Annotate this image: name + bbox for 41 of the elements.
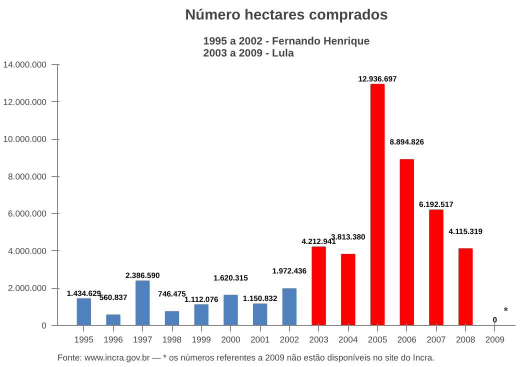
- x-tick-label: 2006: [397, 334, 417, 344]
- chart-subtitle: 1995 a 2002 - Fernando Henrique 2003 a 2009 - Lula: [203, 36, 370, 60]
- x-tick-label: 2008: [456, 334, 476, 344]
- x-tick-label: 1998: [162, 334, 182, 344]
- x-tick-label: 2001: [250, 334, 270, 344]
- x-tick-label: 1999: [192, 334, 212, 344]
- bar: [164, 311, 180, 326]
- y-tick-label: 10.000.000: [3, 134, 47, 144]
- y-tick-label: 2.000.000: [8, 283, 47, 294]
- bar: [224, 294, 238, 326]
- x-tick-label: 2005: [368, 334, 388, 344]
- x-tick-label: 2009: [485, 334, 505, 344]
- y-tick-label: 4.000.000: [8, 246, 47, 256]
- bar: [400, 159, 414, 326]
- chart-title: Número hectares comprados: [185, 8, 388, 24]
- bar: [194, 304, 208, 326]
- x-tick-label: 2004: [338, 334, 358, 344]
- x-tick-label: 2003: [309, 334, 329, 344]
- bar: [136, 280, 150, 326]
- bar: [341, 254, 356, 326]
- bar: [282, 288, 297, 326]
- y-tick-label: 0: [42, 320, 47, 330]
- bar: [429, 210, 444, 326]
- y-tick-label: 6.000.000: [8, 208, 47, 219]
- x-tick-label: 1995: [74, 334, 94, 344]
- x-tick-label: 2002: [280, 334, 300, 344]
- bar: [458, 248, 473, 326]
- x-tick-label: 1997: [133, 334, 152, 344]
- bar: [76, 298, 92, 326]
- y-tick-label: 14.000.000: [3, 60, 47, 70]
- y-tick-label: 8.000.000: [8, 171, 47, 182]
- annotation: *: [504, 306, 509, 318]
- y-tick-label: 12.000.000: [3, 96, 47, 107]
- source-note: Fonte: www.incra.gov.br — * os números referentes a 2009 não estão disponíveis no site do Incra.: [58, 352, 435, 362]
- bar: [312, 246, 326, 326]
- bar: [370, 84, 385, 326]
- x-tick-label: 2000: [221, 334, 241, 344]
- x-tick-label: 2007: [426, 334, 446, 344]
- x-tick-label: 1996: [104, 334, 124, 344]
- bar: [106, 314, 120, 326]
- bar: [252, 304, 268, 326]
